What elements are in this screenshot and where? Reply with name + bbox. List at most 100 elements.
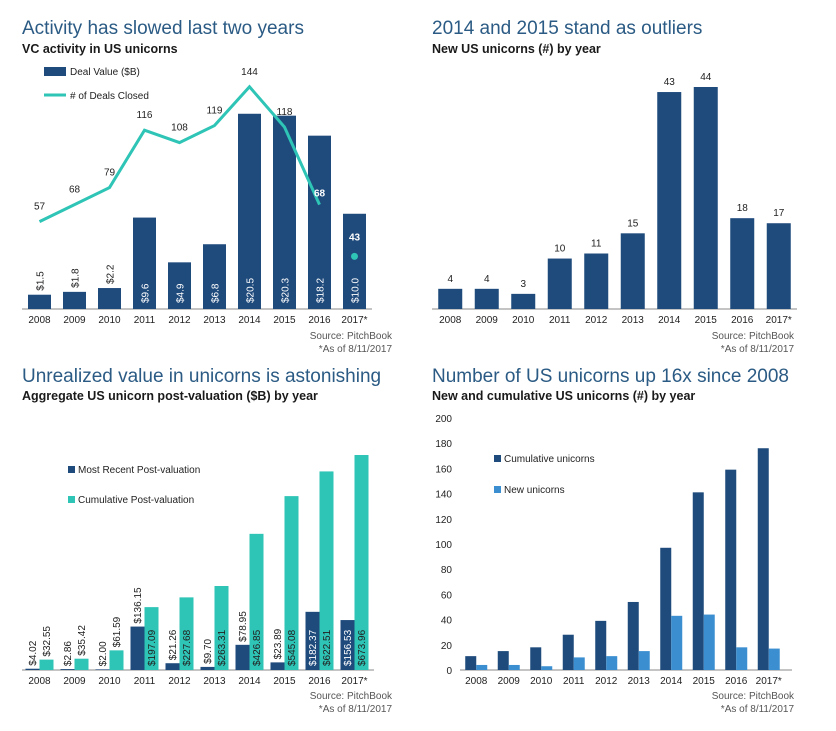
bar-new-unicorns xyxy=(693,87,718,309)
legend-label-deal-value: Deal Value ($B) xyxy=(70,67,140,78)
bar-value-label-most-recent: $9.70 xyxy=(203,638,214,663)
chart3-svg: $4.02 $32.55 2008 $2.86 $35.42 2009 $2.00$61.5… xyxy=(22,455,374,687)
bar-cumulative xyxy=(179,597,194,670)
y-tick-label: 200 xyxy=(435,414,452,425)
chart3-note: *As of 8/11/2017 xyxy=(318,704,392,715)
bar-value-label: $6.8 xyxy=(211,283,222,303)
x-tick-label: 2013 xyxy=(203,676,226,687)
bar-new-unicorns xyxy=(730,218,755,309)
bar-cumulative xyxy=(144,607,159,670)
x-tick-label: 2013 xyxy=(628,676,651,687)
legend-label-most-recent: Most Recent Post-valuation xyxy=(78,465,200,476)
bar-deal-value xyxy=(308,135,331,309)
x-tick-label: 2011 xyxy=(563,676,585,687)
x-tick-label: 2008 xyxy=(28,676,51,687)
chart1-title: Activity has slowed last two years xyxy=(22,18,304,39)
bar-value-label-most-recent: $136.15 xyxy=(133,587,144,624)
bar-most-recent xyxy=(235,644,250,670)
bar-cumulative-unicorns xyxy=(692,492,704,670)
bar-most-recent xyxy=(340,620,355,670)
x-tick-label: 2013 xyxy=(203,315,226,326)
bar-value-label-cumulative: $32.55 xyxy=(42,626,53,657)
bar-deal-value xyxy=(168,262,191,309)
legend-swatch-cumulative xyxy=(68,496,75,503)
bar-cumulative-unicorns xyxy=(627,601,639,670)
chart2-title: 2014 and 2015 stand as outliers xyxy=(432,18,703,39)
x-tick-label: 2008 xyxy=(439,315,462,326)
bar-new-unicorns xyxy=(541,666,553,670)
bar-most-recent xyxy=(130,626,145,670)
bar-deal-value xyxy=(28,294,51,309)
bar-new-unicorns xyxy=(474,288,499,309)
legend-label-cumulative: Cumulative Post-valuation xyxy=(78,495,194,506)
legend-swatch-cumulative-unicorns xyxy=(494,455,501,462)
y-tick-label: 60 xyxy=(441,590,453,601)
bar-new-unicorns xyxy=(671,615,683,670)
line-value-label: 116 xyxy=(137,110,153,121)
x-tick-label: 2010 xyxy=(530,676,553,687)
legend-label-new-unicorns: New unicorns xyxy=(504,485,565,496)
bar-value-label-most-recent: $2.86 xyxy=(63,641,74,666)
x-tick-label: 2014 xyxy=(658,315,681,326)
x-tick-label: 2009 xyxy=(476,315,499,326)
bar-new-unicorns xyxy=(438,288,463,309)
chart2-source: Source: PitchBook xyxy=(711,331,794,342)
bar-most-recent xyxy=(165,663,180,670)
bar-cumulative xyxy=(354,455,369,670)
y-tick-label: 80 xyxy=(441,565,453,576)
bar-most-recent xyxy=(200,666,215,670)
bar-value-label: 44 xyxy=(700,72,712,83)
x-tick-label: 2014 xyxy=(238,315,261,326)
x-tick-label: 2015 xyxy=(693,676,716,687)
line-value-label: 68 xyxy=(69,185,81,196)
bar-value-label-most-recent: $21.26 xyxy=(168,629,179,660)
legend-swatch-deal-value xyxy=(44,67,66,76)
x-tick-label: 2017* xyxy=(766,315,792,326)
bar-value-label: $20.3 xyxy=(281,278,292,303)
bar-value-label: 15 xyxy=(627,218,639,229)
bar-value-label: 18 xyxy=(737,203,749,214)
y-tick-label: 0 xyxy=(446,666,452,677)
bar-value-label: $10.0 xyxy=(351,278,362,303)
bar-value-label: 11 xyxy=(591,239,602,250)
x-tick-label: 2012 xyxy=(168,676,191,687)
x-tick-label: 2012 xyxy=(595,676,618,687)
legend-swatch-new-unicorns xyxy=(494,486,501,493)
chart4-source: Source: PitchBook xyxy=(711,691,794,702)
y-tick-label: 120 xyxy=(435,515,452,526)
line-value-label: 57 xyxy=(34,202,46,213)
line-value-label: 144 xyxy=(241,67,258,78)
x-tick-label: 2015 xyxy=(273,676,296,687)
chart1-source: Source: PitchBook xyxy=(309,331,392,342)
y-tick-label: 100 xyxy=(435,540,452,551)
bar-value-label-most-recent: $2.00 xyxy=(98,641,109,666)
point-deals-closed-2017 xyxy=(351,252,358,260)
bar-value-label-cumulative: $197.09 xyxy=(147,629,158,666)
chart3-title: Unrealized value in unicorns is astonish… xyxy=(22,366,382,387)
chart1-svg: $1.5 2008 $1.8 2009 $2.2 2010 $9.6 2011 $4.9 2012… xyxy=(22,67,372,326)
bar-deal-value xyxy=(203,244,226,309)
x-tick-label: 2008 xyxy=(28,315,51,326)
line-value-label: 118 xyxy=(277,107,293,118)
y-tick-label: 20 xyxy=(441,641,453,652)
bar-value-label: 17 xyxy=(773,208,785,219)
bar-cumulative-unicorns xyxy=(757,448,769,670)
bar-new-unicorns xyxy=(703,614,715,670)
bar-value-label: $20.5 xyxy=(246,278,257,303)
bar-value-label-most-recent: $23.89 xyxy=(273,628,284,659)
x-tick-label: 2015 xyxy=(695,315,718,326)
bar-value-label-cumulative: $545.08 xyxy=(287,629,298,666)
chart2-svg: 4 2008 4 2009 3 2010 10 2011 11 2012 15 2013 43 2014 4… xyxy=(432,72,797,326)
chart3-source: Source: PitchBook xyxy=(309,691,392,702)
legend-label-cumulative-unicorns: Cumulative unicorns xyxy=(504,454,595,465)
bar-most-recent xyxy=(25,668,40,670)
line-value-label: 43 xyxy=(349,232,361,243)
bar-cumulative-unicorns xyxy=(530,647,542,670)
bar-value-label-cumulative: $35.42 xyxy=(77,625,88,656)
x-tick-label: 2009 xyxy=(63,676,86,687)
chart1-subtitle: VC activity in US unicorns xyxy=(22,42,178,56)
x-tick-label: 2011 xyxy=(134,315,156,326)
line-value-label: 68 xyxy=(314,189,326,200)
bar-value-label: 4 xyxy=(484,274,490,285)
x-tick-label: 2016 xyxy=(308,315,331,326)
